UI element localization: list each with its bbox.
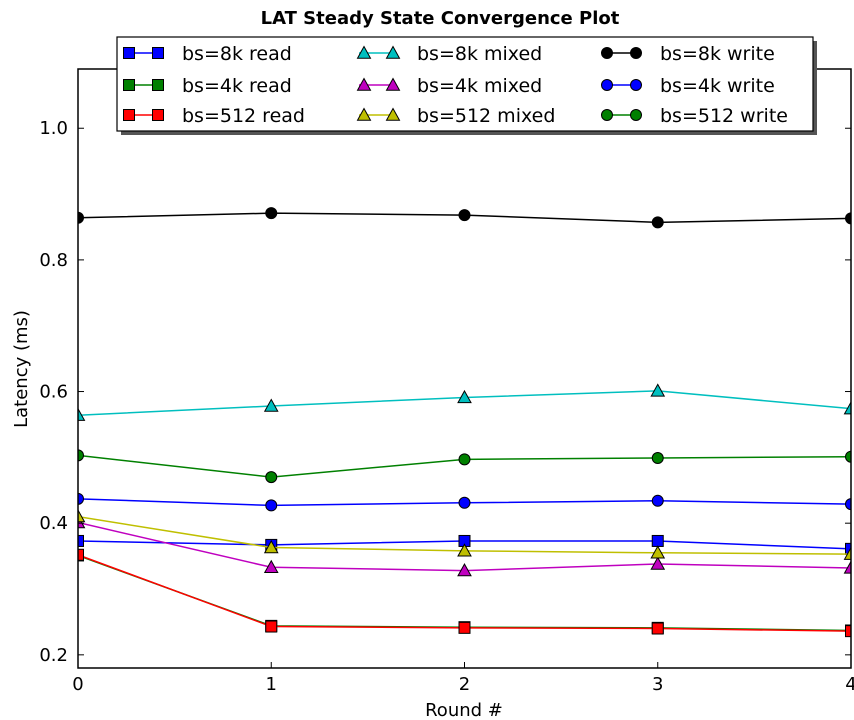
legend-label: bs=4k read (182, 75, 292, 97)
data-point (843, 546, 851, 560)
data-point (78, 211, 84, 224)
data-point (263, 540, 279, 554)
data-point (458, 453, 471, 466)
legend-marker-start (601, 47, 613, 59)
data-point (78, 492, 84, 505)
data-point (457, 563, 472, 577)
legend-marker-end (385, 107, 401, 121)
y-tick-label: 1.0 (39, 118, 68, 139)
data-point (845, 542, 851, 555)
legend-entry: bs=512 write (601, 105, 788, 127)
data-point (457, 543, 472, 557)
legend-label: bs=4k write (660, 75, 775, 97)
legend-marker-start (356, 45, 372, 59)
x-tick-label: 2 (459, 674, 470, 695)
legend-entry: bs=4k mixed (356, 75, 542, 97)
data-point (843, 401, 851, 415)
legend: bs=8k read bs=4k read bs=512 read bs=8k mix… (116, 36, 817, 135)
legend-label: bs=8k mixed (417, 43, 542, 65)
x-axis-label: Round # (425, 700, 503, 720)
chart-title: LAT Steady State Convergence Plot (261, 8, 620, 29)
data-point (78, 407, 86, 421)
data-point (651, 452, 664, 465)
x-tick-label: 1 (266, 674, 277, 695)
data-point (458, 209, 471, 222)
legend-marker-end (385, 77, 401, 91)
data-point (263, 398, 279, 412)
series-bs-8k-mixed (78, 383, 851, 421)
legend-marker-start (601, 109, 613, 121)
legend-entry: bs=8k mixed (356, 43, 542, 65)
data-point (458, 621, 471, 634)
data-point (78, 548, 84, 561)
legend-label: bs=8k write (660, 43, 775, 65)
data-point (843, 560, 851, 574)
legend-entry: bs=8k read (123, 43, 292, 65)
x-tick-label: 0 (72, 674, 83, 695)
legend-marker-start (123, 47, 135, 59)
legend-marker-end (152, 109, 164, 121)
legend-marker-end (152, 47, 164, 59)
legend-marker-end (630, 47, 642, 59)
x-tick-label: 4 (845, 674, 854, 695)
data-point (845, 498, 851, 511)
series-layer (78, 207, 851, 638)
legend-label: bs=512 write (660, 105, 788, 127)
legend-marker-start (123, 79, 135, 91)
data-point (651, 622, 664, 635)
data-point (651, 494, 664, 507)
y-tick-label: 0.8 (39, 250, 68, 271)
data-point (458, 496, 471, 509)
legend-marker-start (601, 79, 613, 91)
legend-label: bs=512 read (182, 105, 305, 127)
series-bs-8k-write (78, 207, 851, 229)
x-tick-label: 3 (652, 674, 663, 695)
series-bs-512-write (78, 449, 851, 484)
data-point (265, 471, 278, 484)
data-point (651, 216, 664, 229)
data-point (650, 545, 666, 559)
legend-entry: bs=4k read (123, 75, 292, 97)
legend-entry: bs=512 mixed (356, 105, 555, 127)
y-tick-label: 0.6 (39, 382, 68, 403)
y-axis-label: Latency (ms) (11, 310, 32, 428)
data-point (265, 207, 278, 220)
data-point (845, 450, 851, 463)
legend-marker-end (152, 79, 164, 91)
legend-box (116, 36, 814, 132)
data-point (78, 449, 84, 462)
data-point (650, 383, 666, 397)
legend-marker-start (356, 77, 372, 91)
series-bs-4k-write (78, 492, 851, 512)
legend-label: bs=4k mixed (417, 75, 542, 97)
y-tick-label: 0.2 (39, 645, 68, 666)
data-point (651, 534, 664, 547)
data-point (265, 499, 278, 512)
data-point (78, 509, 86, 523)
data-point (457, 389, 472, 404)
legend-entry: bs=8k write (601, 43, 775, 65)
plot-frame (77, 68, 852, 669)
legend-label: bs=8k read (182, 43, 292, 65)
data-point (845, 625, 851, 638)
data-point (845, 212, 851, 225)
legend-entry: bs=512 read (123, 105, 305, 127)
data-point (263, 559, 279, 573)
data-point (265, 620, 278, 633)
plot-area: 0 1 2 3 4 0.2 0.4 0.6 0.8 1.0 (39, 68, 854, 695)
legend-entry: bs=4k write (601, 75, 775, 97)
legend-marker-end (630, 79, 642, 91)
series-bs-512-mixed (78, 509, 851, 560)
legend-label: bs=512 mixed (417, 105, 555, 127)
data-point (78, 534, 84, 547)
legend-marker-end (385, 45, 401, 59)
data-point (650, 556, 666, 570)
y-tick-label: 0.4 (39, 513, 68, 534)
legend-marker-start (123, 109, 135, 121)
legend-marker-start (356, 107, 372, 121)
series-bs-4k-mixed (78, 514, 851, 577)
series-bs-512-read (78, 548, 851, 638)
legend-marker-end (630, 109, 642, 121)
